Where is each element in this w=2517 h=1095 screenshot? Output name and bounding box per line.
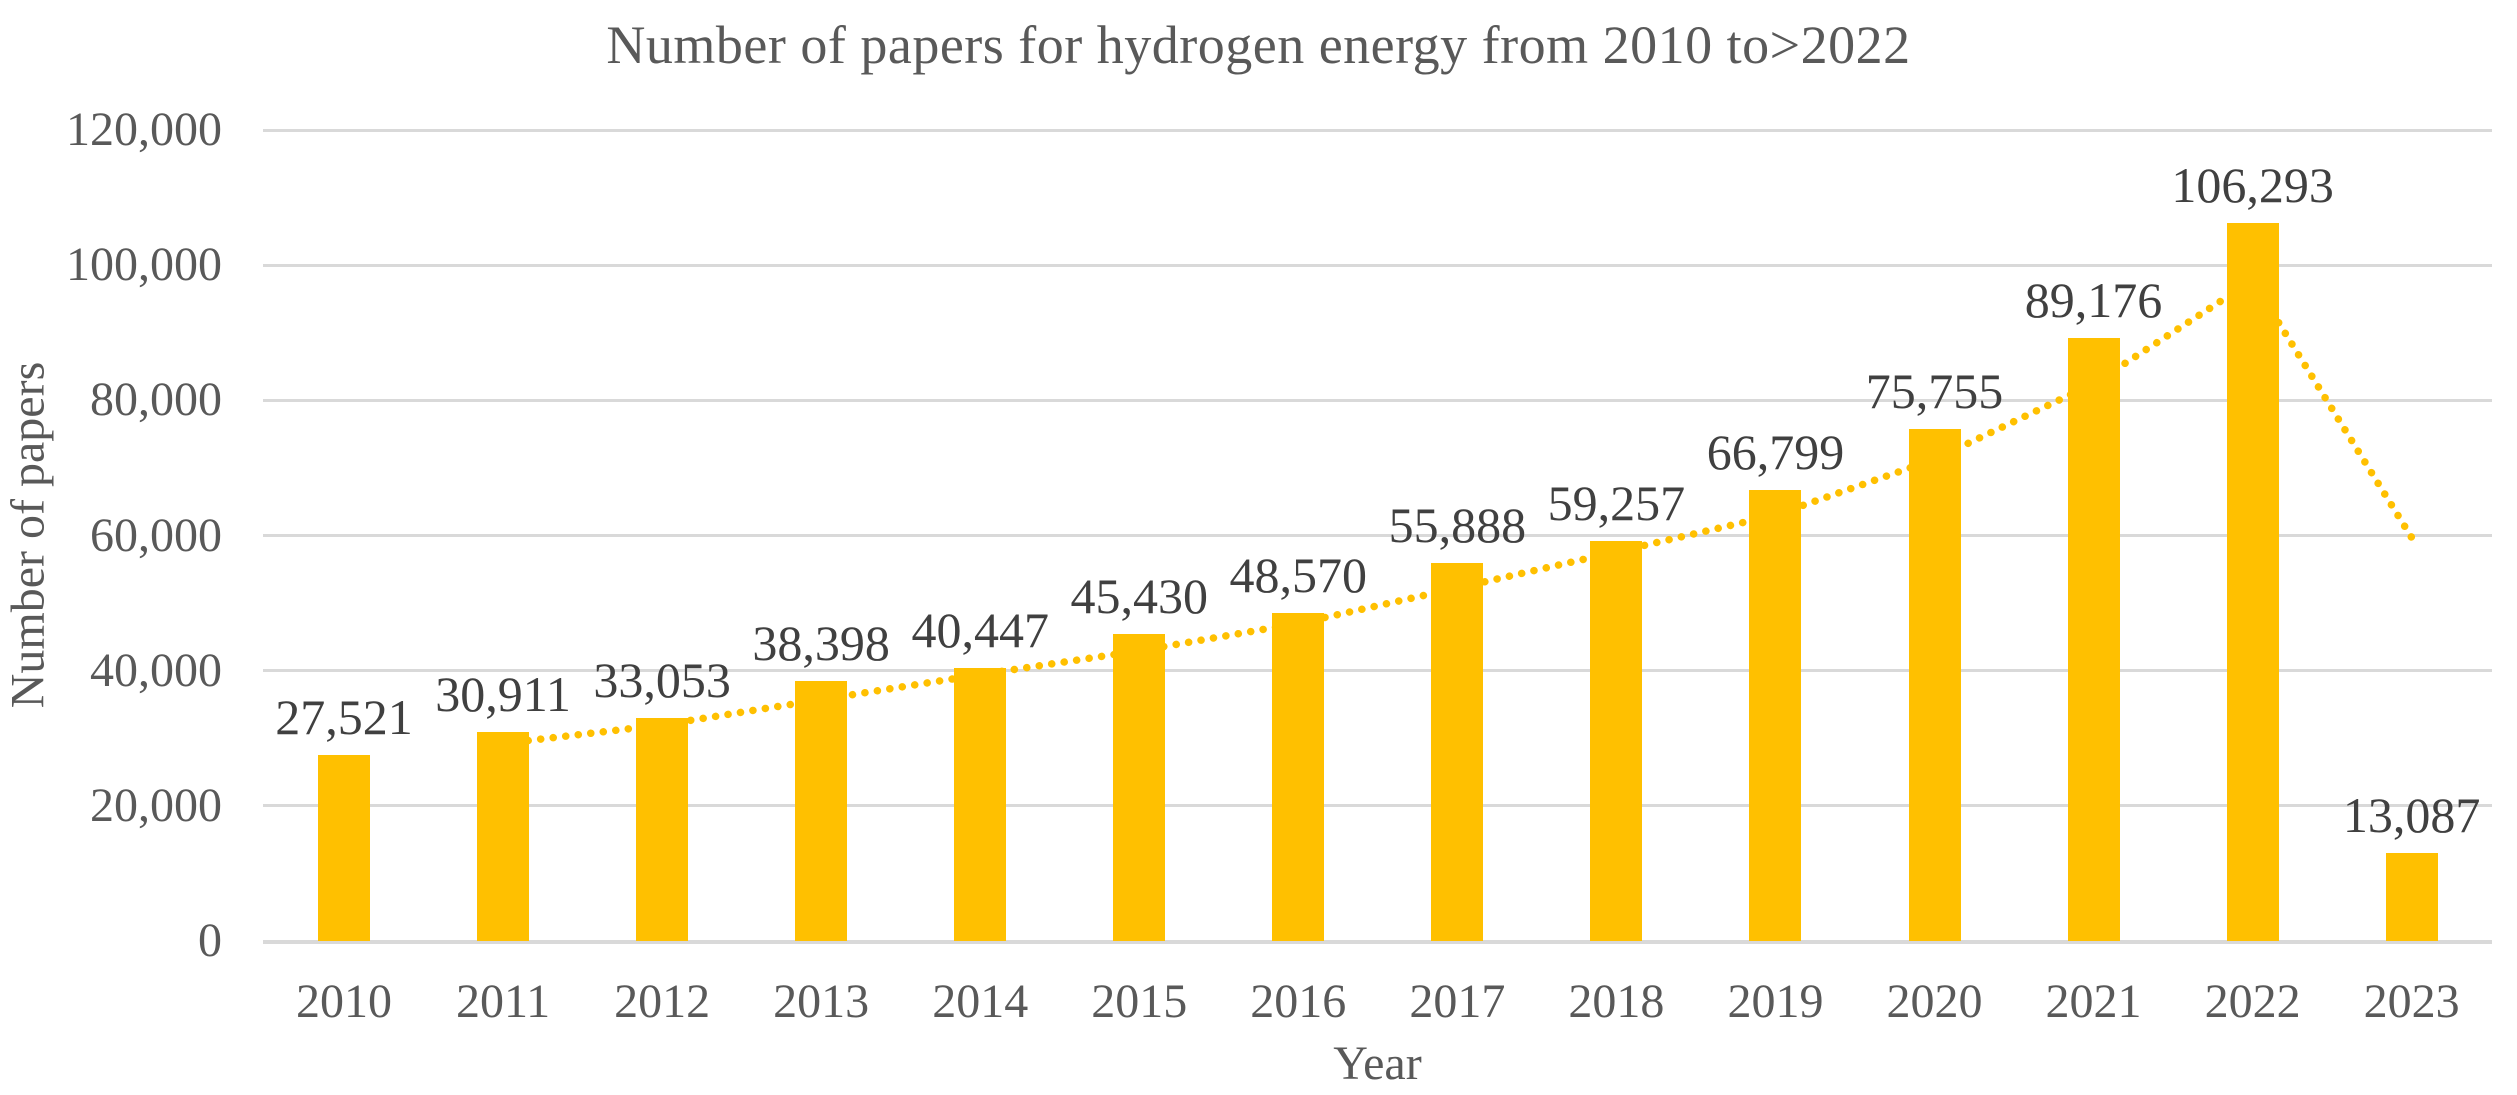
y-tick-20000: 20,000 [90,778,222,832]
x-axis-line [263,939,2492,944]
x-tick-2020: 2020 [1886,975,1983,1028]
x-tick-2013: 2013 [773,975,870,1028]
bar-2021 [2067,338,2120,941]
bar-2017 [1431,563,1484,941]
chart-title: Number of papers for hydrogen energy fro… [606,15,1911,75]
bar-2012 [636,717,689,941]
bar-2013 [795,681,848,941]
x-tick-2018: 2018 [1568,975,1665,1028]
bar-value-label: 45,430 [1070,567,1209,624]
bar-value-label: 106,293 [2171,156,2334,213]
x-tick-2016: 2016 [1250,975,1347,1028]
y-tick-60000: 60,000 [90,508,222,562]
y-tick-0: 0 [198,914,222,967]
bar-value-label: 48,570 [1229,546,1368,603]
bar-2014 [954,667,1007,941]
x-axis-title: Year [1333,1037,1422,1090]
bar-value-label: 40,447 [911,601,1049,658]
bar-value-label: 38,398 [752,615,890,672]
bar-value-label: 66,799 [1706,423,1845,480]
y-tick-80000: 80,000 [90,373,222,427]
x-tick-2011: 2011 [455,975,551,1028]
bar-2015 [1113,633,1166,941]
bar-2018 [1590,540,1643,941]
x-tick-2021: 2021 [2045,975,2142,1028]
plot-area: 27,521 30,911 33,053 38,398 40,447 45,430 48,5… [263,128,2492,944]
bar-2010 [318,755,370,941]
x-tick-2015: 2015 [1091,975,1188,1028]
gridline [263,804,2492,808]
x-tick-2019: 2019 [1727,975,1824,1028]
gridline [263,398,2492,402]
gridline [263,534,2492,537]
bar-value-label: 59,257 [1547,474,1686,531]
bar-2011 [477,732,530,941]
gridline [263,263,2492,267]
bar-2019 [1749,489,1802,941]
x-tick-2017: 2017 [1409,975,1506,1028]
bar-2023 [2385,852,2438,941]
bar-value-label: 55,888 [1388,497,1527,554]
bar-value-label: 30,911 [435,666,571,723]
y-tick-100000: 100,000 [66,238,222,292]
gridline [263,669,2492,673]
bar-value-label: 33,053 [593,651,731,708]
y-tick-40000: 40,000 [90,643,222,697]
x-tick-2022: 2022 [2204,975,2301,1028]
bar-2020 [1908,429,1961,941]
x-tick-2012: 2012 [614,975,711,1028]
bar-2022 [2226,222,2279,941]
bar-value-label: 13,087 [2342,786,2481,843]
bar-value-label: 27,521 [275,689,413,745]
x-tick-2023: 2023 [2363,975,2460,1028]
y-tick-120000: 120,000 [66,103,222,156]
bar-value-label: 89,176 [2024,272,2163,329]
bar-value-label: 75,755 [1865,363,2004,420]
gridline [263,128,2492,132]
bar-2016 [1272,612,1325,941]
x-tick-2010: 2010 [296,975,392,1028]
x-tick-2014: 2014 [932,975,1029,1028]
